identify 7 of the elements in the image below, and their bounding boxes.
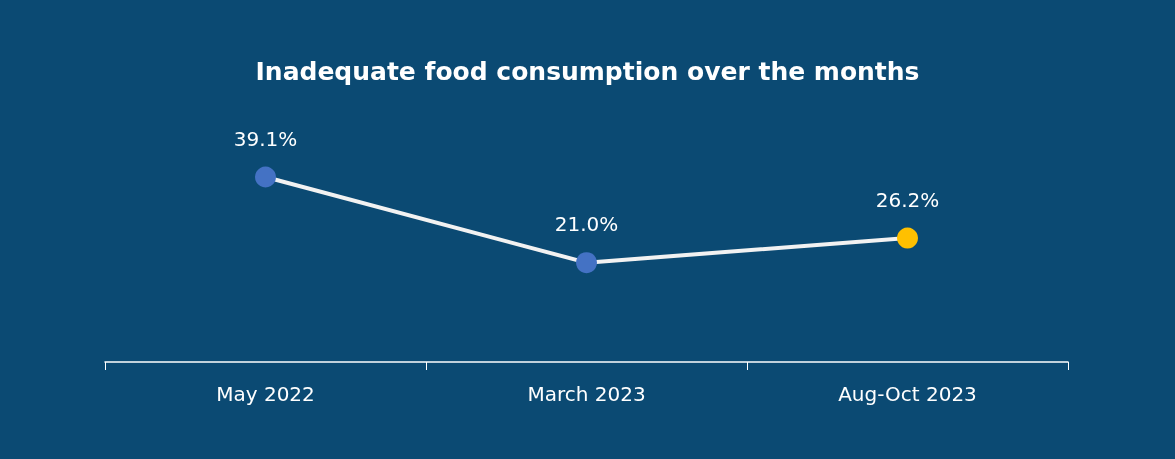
data-label: 26.2%: [875, 187, 940, 212]
x-tick-label: May 2022: [216, 382, 315, 406]
data-label: 39.1%: [233, 126, 298, 151]
x-tick-label: March 2023: [527, 382, 646, 406]
chart-title: Inadequate food consumption over the months: [255, 57, 920, 86]
data-label: 21.0%: [554, 212, 619, 237]
x-tick-label: Aug-Oct 2023: [838, 382, 977, 406]
